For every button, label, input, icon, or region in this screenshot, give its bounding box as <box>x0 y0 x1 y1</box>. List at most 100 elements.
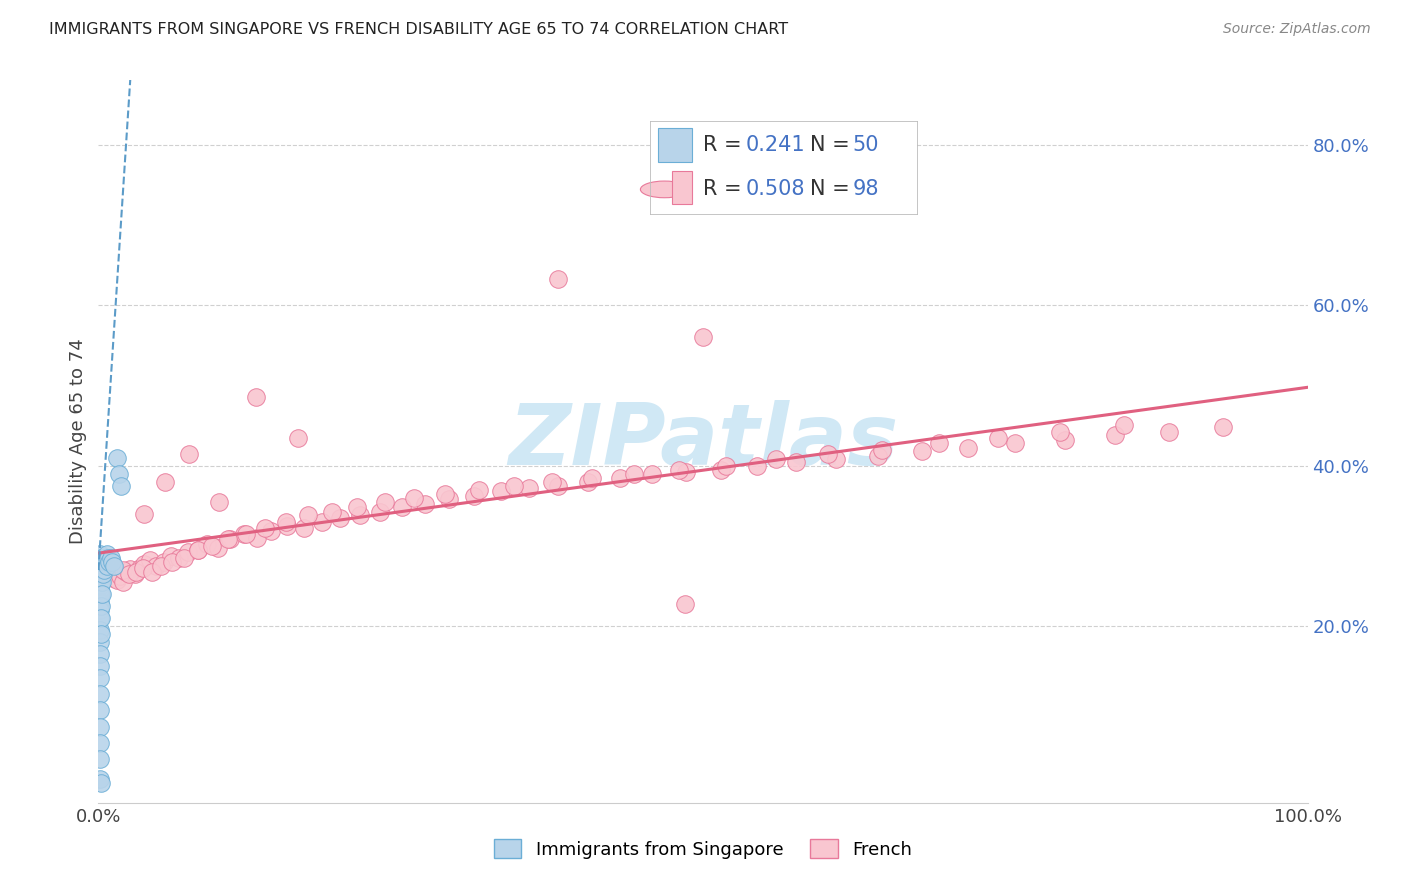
Point <box>1053 433 1076 447</box>
Point <box>765 452 787 467</box>
Point <box>489 484 512 499</box>
Point <box>245 391 267 405</box>
Point <box>710 462 733 476</box>
Point <box>89 563 111 577</box>
Point <box>413 497 436 511</box>
Point <box>96 558 118 573</box>
Point <box>90 587 112 601</box>
Point <box>89 772 111 786</box>
Point <box>100 567 122 582</box>
Text: 0.241: 0.241 <box>745 135 806 155</box>
Point <box>91 574 114 589</box>
Point <box>1212 420 1234 434</box>
Point <box>1157 425 1180 439</box>
Point <box>468 483 491 497</box>
Point <box>100 555 122 569</box>
Point <box>89 703 111 717</box>
Text: N =: N = <box>810 179 856 200</box>
Point <box>97 561 120 575</box>
Point <box>145 558 167 573</box>
Point <box>747 458 769 473</box>
Point <box>91 563 114 577</box>
Y-axis label: Disability Age 65 to 74: Disability Age 65 to 74 <box>69 339 87 544</box>
Point <box>254 521 277 535</box>
Point <box>91 567 114 582</box>
Point <box>139 553 162 567</box>
Point <box>179 446 201 460</box>
Point <box>870 442 893 457</box>
Point <box>368 505 391 519</box>
Point <box>91 563 114 577</box>
Point <box>201 539 224 553</box>
Point <box>90 599 112 614</box>
Point <box>311 515 333 529</box>
Point <box>517 481 540 495</box>
Point <box>90 574 112 589</box>
Point <box>90 563 112 577</box>
Text: R =: R = <box>703 179 748 200</box>
Point <box>195 537 218 551</box>
Point <box>100 551 122 566</box>
Point <box>260 524 283 539</box>
Point <box>547 272 569 286</box>
Point <box>187 542 209 557</box>
Text: R =: R = <box>703 135 748 155</box>
Point <box>90 551 112 566</box>
Point <box>321 505 343 519</box>
Point <box>402 491 425 505</box>
Point <box>91 551 114 566</box>
Point <box>89 735 111 749</box>
Point <box>94 565 117 579</box>
Point <box>111 574 134 589</box>
Point <box>437 492 460 507</box>
Point <box>101 571 124 585</box>
Point <box>105 573 128 587</box>
Point <box>89 623 111 637</box>
Text: 0.508: 0.508 <box>745 179 806 200</box>
Text: IMMIGRANTS FROM SINGAPORE VS FRENCH DISABILITY AGE 65 TO 74 CORRELATION CHART: IMMIGRANTS FROM SINGAPORE VS FRENCH DISA… <box>49 22 789 37</box>
Point <box>329 510 352 524</box>
Point <box>287 430 309 444</box>
Point <box>207 541 229 555</box>
Point <box>956 441 979 455</box>
Point <box>89 659 111 673</box>
Point <box>150 558 173 573</box>
Point <box>96 547 118 561</box>
Point <box>134 557 156 571</box>
Point <box>160 549 183 563</box>
Point <box>118 567 141 582</box>
Point <box>97 551 120 566</box>
Point <box>576 475 599 489</box>
Point <box>153 475 176 489</box>
Point <box>98 555 121 569</box>
Point <box>673 597 696 611</box>
Point <box>173 551 195 566</box>
Point <box>503 478 526 492</box>
Point <box>89 719 111 733</box>
Point <box>93 551 115 566</box>
Point <box>1104 428 1126 442</box>
Point <box>91 555 114 569</box>
Point <box>623 467 645 481</box>
Point <box>152 555 174 569</box>
Point <box>89 595 111 609</box>
Point <box>246 531 269 545</box>
Point <box>115 565 138 579</box>
Point <box>105 450 128 465</box>
Point <box>128 561 150 575</box>
Point <box>108 467 131 481</box>
Point <box>235 526 257 541</box>
Point <box>297 508 319 523</box>
FancyBboxPatch shape <box>672 171 693 204</box>
Point <box>141 565 163 579</box>
Point <box>987 430 1010 444</box>
Point <box>1112 418 1135 433</box>
Point <box>134 507 156 521</box>
Point <box>463 489 485 503</box>
Point <box>219 533 242 547</box>
Point <box>581 470 603 484</box>
Point <box>89 583 111 598</box>
Point <box>547 478 569 492</box>
Point <box>540 475 562 489</box>
Point <box>609 470 631 484</box>
